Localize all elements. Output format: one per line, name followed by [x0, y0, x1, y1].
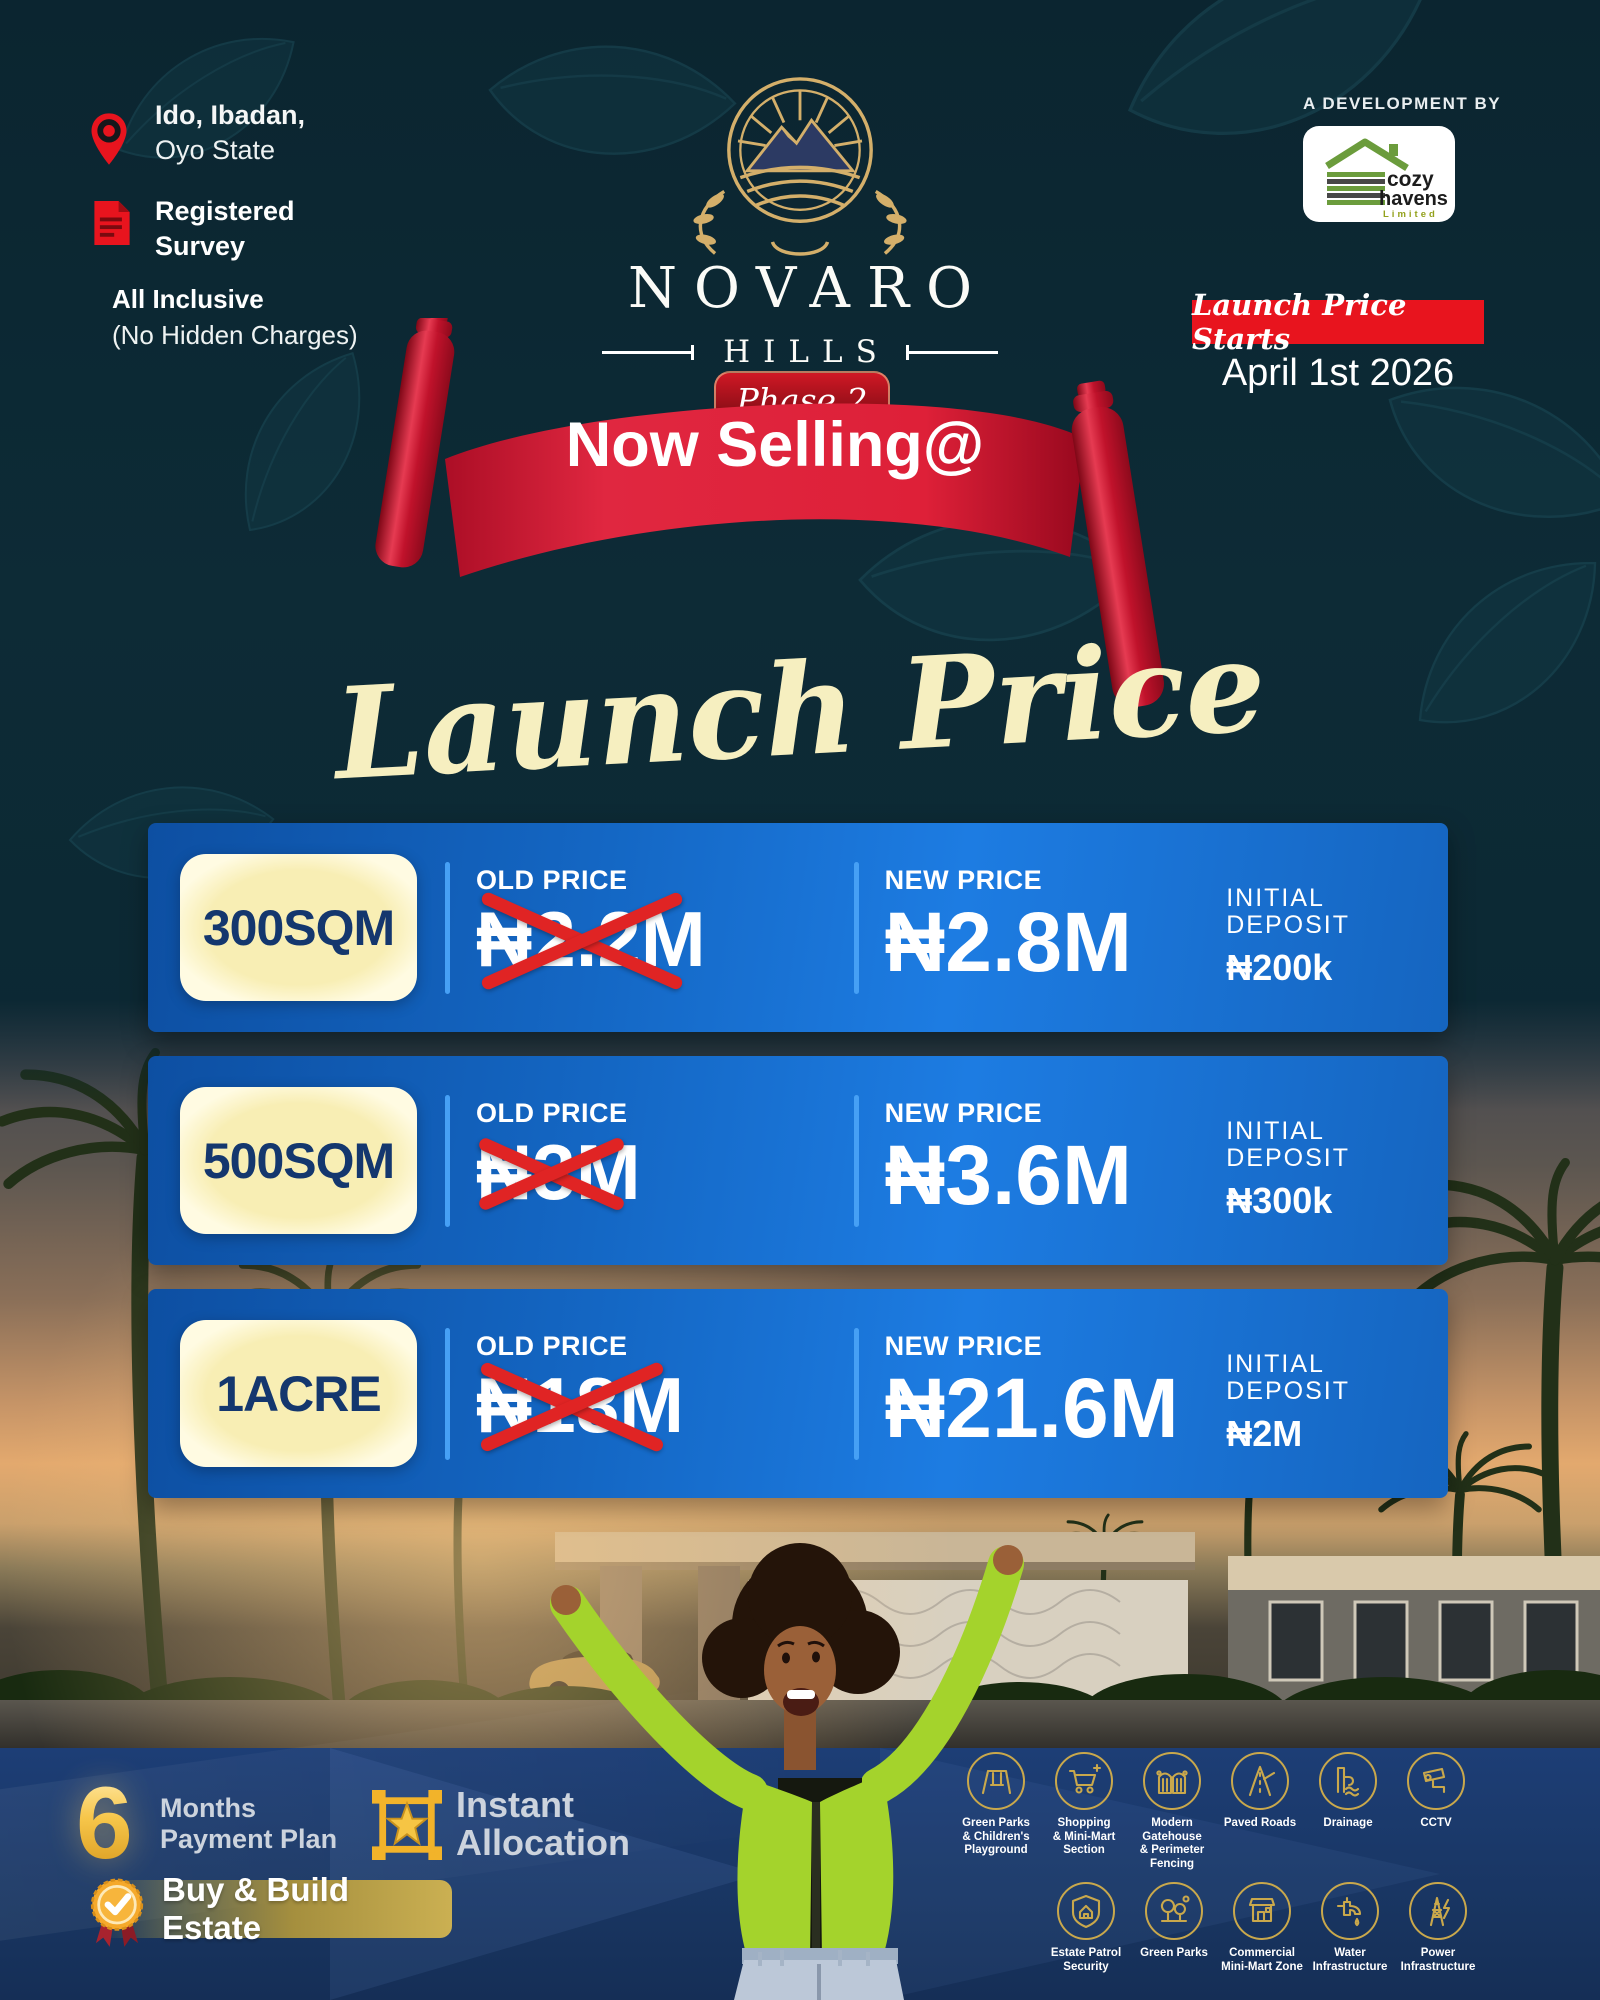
- medal-check-icon: [90, 1878, 144, 1947]
- divider: [445, 861, 450, 994]
- amenity-paved-roads: Paved Roads: [1216, 1752, 1304, 1871]
- brand-name: NOVARO: [627, 256, 990, 321]
- location-line1: Ido, Ibadan,: [155, 100, 306, 130]
- now-selling-ribbon: Now Selling@: [375, 318, 1164, 708]
- deposit-value: ₦200k: [1226, 947, 1333, 988]
- water-icon: [1336, 1896, 1362, 1927]
- cozy-havens-logo-art: cozy havens Limited: [1325, 138, 1448, 220]
- divider: [853, 1094, 859, 1227]
- green-parks-icon: [1160, 1895, 1190, 1923]
- amenities-grid: Green Parks & Children's Playground Shop…: [952, 1752, 1492, 1973]
- new-price-value: ₦2.8M: [884, 895, 1132, 989]
- all-inclusive-title: All Inclusive: [112, 284, 264, 314]
- developer-label: A DEVELOPMENT BY: [1303, 94, 1502, 113]
- amenity-water: Water Infrastructure: [1306, 1882, 1394, 1974]
- instant-allocation-text: Instant Allocation: [456, 1784, 631, 1863]
- old-price-value: ₦2.2M: [476, 895, 706, 983]
- drainage-icon: [1336, 1766, 1360, 1797]
- survey-line2: Survey: [155, 231, 246, 261]
- amenity-playground: Green Parks & Children's Playground: [952, 1752, 1040, 1871]
- ribbon-banner: [445, 403, 1085, 577]
- amenity-power: Power Infrastructure: [1394, 1882, 1482, 1974]
- paved-roads-icon: [1248, 1765, 1276, 1797]
- ribbon-roll-left: [375, 318, 455, 568]
- no-hidden-charges: (No Hidden Charges): [112, 320, 358, 350]
- developer-name-top: cozy: [1387, 168, 1434, 191]
- location-pin-icon: [91, 113, 127, 165]
- plot-size-badge: 500SQM: [180, 1087, 417, 1234]
- amenity-shopping: Shopping & Mini-Mart Section: [1040, 1752, 1128, 1871]
- divider: [445, 1327, 450, 1460]
- amenity-estate-security: Estate Patrol Security: [1042, 1882, 1130, 1974]
- divider: [445, 1094, 450, 1227]
- ribbon-roll-right: [1071, 380, 1164, 708]
- initial-deposit: INITIAL DEPOSIT ₦2M: [1226, 1289, 1403, 1498]
- amenity-minimart-zone: Commercial Mini-Mart Zone: [1218, 1882, 1306, 1974]
- old-price-label: OLD PRICE: [476, 1098, 628, 1128]
- shopping-cart-icon: [1068, 1763, 1102, 1794]
- six-months-number: 6: [76, 1766, 133, 1880]
- novaro-emblem-logo: [693, 77, 907, 256]
- old-price-value: ₦3M: [476, 1128, 641, 1216]
- survey-line1: Registered: [155, 196, 295, 226]
- plot-size-badge: 1ACRE: [180, 1320, 417, 1467]
- divider: [853, 861, 859, 994]
- power-icon: [1429, 1896, 1451, 1927]
- launch-price-starts-badge: Launch Price Starts: [1192, 288, 1484, 356]
- buy-build-badge: Buy & Build Estate: [100, 1871, 452, 1946]
- deposit-value: ₦300k: [1226, 1180, 1333, 1221]
- pricing-card-500sqm: 500SQM OLD PRICE ₦3M NEW PRICE ₦3.6M INI…: [148, 1056, 1448, 1265]
- decorative-line-left: [602, 344, 695, 360]
- new-price-value: ₦3.6M: [884, 1128, 1132, 1222]
- old-price-value: ₦18M: [476, 1361, 685, 1449]
- pricing-card-1acre: 1ACRE OLD PRICE ₦18M NEW PRICE ₦21.6M IN…: [148, 1289, 1448, 1498]
- plot-size: 500SQM: [202, 1132, 395, 1189]
- divider: [853, 1327, 859, 1460]
- cctv-icon: [1422, 1767, 1446, 1794]
- minimart-zone-icon: [1248, 1897, 1276, 1923]
- old-price-label: OLD PRICE: [476, 865, 628, 895]
- amenity-green-parks: Green Parks: [1130, 1882, 1218, 1974]
- estate-security-icon: [1071, 1894, 1101, 1929]
- plot-size: 300SQM: [202, 899, 395, 956]
- initial-deposit: INITIAL DEPOSIT ₦300k: [1226, 1056, 1403, 1265]
- amenity-gatehouse: Modern Gatehouse & Perimeter Fencing: [1128, 1752, 1216, 1871]
- payment-plan-text: Months Payment Plan: [160, 1793, 338, 1854]
- location-line2: Oyo State: [155, 135, 276, 165]
- buy-build-label: Buy & Build Estate: [162, 1871, 349, 1946]
- survey-document-icon: [94, 201, 130, 245]
- amenities-row1: Green Parks & Children's Playground Shop…: [952, 1752, 1492, 1871]
- developer-suffix: Limited: [1383, 209, 1438, 220]
- playground-icon: [981, 1769, 1012, 1795]
- pricing-card-300sqm: 300SQM OLD PRICE ₦2.2M NEW PRICE ₦2.8M I…: [148, 823, 1448, 1032]
- launch-price-starts-label: Launch Price Starts: [1192, 288, 1407, 356]
- amenity-drainage: Drainage: [1304, 1752, 1392, 1871]
- new-price-value: ₦21.6M: [884, 1361, 1179, 1455]
- instant-allocation-star-icon: [372, 1790, 442, 1860]
- deposit-value: ₦2M: [1226, 1413, 1303, 1454]
- new-price-label: NEW PRICE: [884, 1098, 1043, 1128]
- initial-deposit: INITIAL DEPOSIT ₦200k: [1226, 823, 1403, 1032]
- ribbon-text: Now Selling@: [566, 410, 984, 480]
- new-price-label: NEW PRICE: [884, 865, 1043, 895]
- excited-woman-photo: [550, 1543, 1024, 2000]
- new-price-label: NEW PRICE: [884, 1331, 1043, 1361]
- brand-sub: HILLS: [723, 334, 890, 370]
- plot-size-badge: 300SQM: [180, 854, 417, 1001]
- developer-name-bottom: havens: [1379, 188, 1448, 210]
- amenities-row2: Estate Patrol Security Green Parks Comme…: [1042, 1882, 1482, 1974]
- plot-size: 1ACRE: [216, 1365, 381, 1422]
- gatehouse-icon: [1156, 1770, 1188, 1795]
- decorative-line-right: [905, 344, 998, 360]
- old-price-label: OLD PRICE: [476, 1331, 628, 1361]
- cozy-havens-logo: cozy havens Limited: [1303, 126, 1455, 222]
- launch-date: April 1st 2026: [1221, 352, 1455, 394]
- brand-sub-row: HILLS: [0, 334, 1600, 370]
- amenity-cctv: CCTV: [1392, 1752, 1480, 1871]
